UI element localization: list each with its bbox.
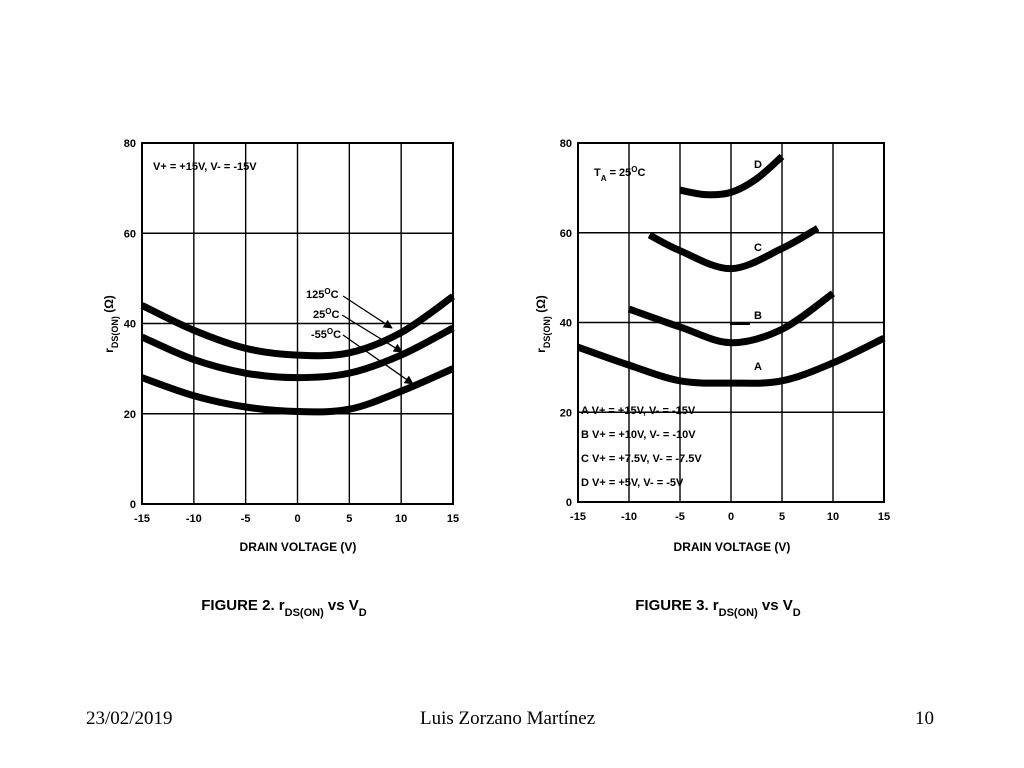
series-line-a <box>576 335 886 387</box>
figure-3-grid <box>577 142 885 503</box>
legend-item-b: B V+ = +10V, V- = -10V <box>581 429 696 441</box>
figure-2-x-axis-label: DRAIN VOLTAGE (V) <box>240 540 357 554</box>
y-tick-label: 20 <box>124 409 136 421</box>
figure-3-series <box>576 153 886 387</box>
legend-item-c: C V+ = +7.5V, V- = -7.5V <box>581 453 702 465</box>
x-tick-label: 10 <box>827 511 839 523</box>
y-tick-label: 0 <box>566 497 572 509</box>
y-tick-label: 40 <box>560 318 572 330</box>
figure-2-caption: FIGURE 2. rDS(ON) vs VD <box>201 597 367 619</box>
figure-2-condition: V+ = +15V, V- = -15V <box>153 161 257 173</box>
figure-3-legend: A V+ = +15V, V- = -15V B V+ = +10V, V- =… <box>581 405 702 489</box>
figure-2-label-minus55c: -55OC <box>311 327 341 342</box>
y-tick-label: 20 <box>560 407 572 419</box>
series-line-c <box>647 225 820 273</box>
figure-2-arrow-minus55c <box>342 334 414 385</box>
figure-2-arrow-125c <box>342 295 393 329</box>
x-tick-label: -15 <box>134 513 150 525</box>
y-tick-label: 80 <box>560 138 572 150</box>
figure-2-series <box>140 293 456 416</box>
footer-author: Luis Zorzano Martínez <box>420 708 596 729</box>
figure-2-frame <box>141 142 454 505</box>
y-tick-label: 0 <box>130 499 136 511</box>
figure-3-caption: FIGURE 3. rDS(ON) vs VD <box>635 597 801 619</box>
figure-3-frame <box>577 142 885 503</box>
x-tick-label: 10 <box>395 513 407 525</box>
x-tick-label: -5 <box>675 511 685 523</box>
x-tick-label: 5 <box>779 511 785 523</box>
figure-3-condition: TA = 25OC <box>594 165 646 183</box>
y-tick-label: 60 <box>124 228 136 240</box>
figure-3-ticks: -15 -10 -5 0 5 10 15 0 20 40 60 80 <box>560 138 890 523</box>
figure-2-grid <box>141 142 454 505</box>
y-tick-label: 40 <box>124 319 136 331</box>
x-tick-label: -10 <box>186 513 202 525</box>
figure-2-ticks: -15 -10 -5 0 5 10 15 0 20 40 60 80 <box>124 138 459 525</box>
x-tick-label: 0 <box>728 511 734 523</box>
figure-2-label-25c: 25OC <box>313 307 339 322</box>
series-line--55c <box>140 365 455 416</box>
series-line-d <box>679 153 785 199</box>
y-tick-label: 80 <box>124 138 136 150</box>
figure-3-curve-label-c: C <box>754 242 762 254</box>
series-line-25c <box>140 324 455 382</box>
figure-3-curve-label-a: A <box>754 361 762 373</box>
figure-3-curve-label-b: B <box>754 310 762 322</box>
figure-2-y-axis-label: rDS(ON) (Ω) <box>102 295 120 353</box>
footer-page-number: 10 <box>915 708 934 729</box>
footer-date: 23/02/2019 <box>86 708 173 729</box>
x-tick-label: 0 <box>294 513 300 525</box>
x-tick-label: -15 <box>570 511 586 523</box>
figures-canvas: -15 -10 -5 0 5 10 15 0 20 40 60 80 V+ = +15V, V- = … <box>102 138 890 619</box>
x-tick-label: -10 <box>621 511 637 523</box>
legend-item-a: A V+ = +15V, V- = -15V <box>581 405 696 417</box>
figure-3-x-axis-label: DRAIN VOLTAGE (V) <box>674 540 791 554</box>
figure-3-y-axis-label: rDS(ON) (Ω) <box>534 295 552 353</box>
series-line-125c <box>140 293 456 360</box>
y-tick-label: 60 <box>560 228 572 240</box>
x-tick-label: 5 <box>346 513 352 525</box>
series-line-b <box>627 290 836 347</box>
figure-3-curve-label-d: D <box>754 159 762 171</box>
x-tick-label: 15 <box>447 513 459 525</box>
figure-3: -15 -10 -5 0 5 10 15 0 20 40 60 80 TA = 25OC D C B … <box>534 138 890 619</box>
figure-2-arrow-25c <box>341 314 403 353</box>
x-tick-label: 15 <box>878 511 890 523</box>
figure-2-label-125c: 125OC <box>306 287 339 302</box>
legend-item-d: D V+ = +5V, V- = -5V <box>581 477 684 489</box>
figure-2: -15 -10 -5 0 5 10 15 0 20 40 60 80 V+ = +15V, V- = … <box>102 138 459 619</box>
x-tick-label: -5 <box>241 513 251 525</box>
